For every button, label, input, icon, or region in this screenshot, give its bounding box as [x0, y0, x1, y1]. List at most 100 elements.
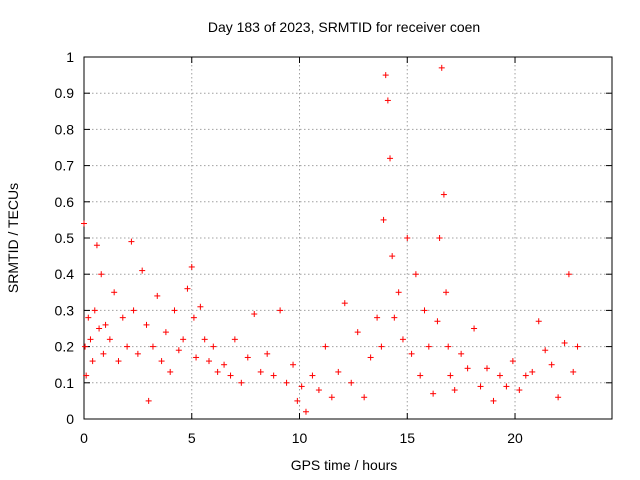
data-point	[387, 155, 394, 162]
x-tick-label: 10	[292, 430, 308, 446]
data-point	[384, 97, 391, 104]
data-point	[548, 361, 555, 368]
data-point	[96, 325, 103, 332]
data-point	[214, 368, 221, 375]
y-axis-label: SRMTID / TECUs	[5, 183, 21, 293]
data-point	[83, 372, 90, 379]
data-point	[374, 314, 381, 321]
data-point	[341, 300, 348, 307]
data-point	[529, 368, 536, 375]
data-point	[270, 372, 277, 379]
data-point	[348, 379, 355, 386]
data-point	[421, 307, 428, 314]
data-point	[436, 235, 443, 241]
x-tick-label: 0	[80, 430, 88, 446]
data-point	[124, 343, 131, 350]
x-tick-label: 20	[507, 430, 523, 446]
data-point	[328, 394, 335, 401]
data-point	[238, 379, 245, 386]
data-point	[471, 325, 478, 332]
data-point	[438, 64, 445, 71]
data-point	[89, 358, 96, 365]
data-point	[154, 292, 161, 299]
data-point	[490, 397, 497, 404]
y-tick-label: 0.7	[55, 158, 75, 174]
data-point	[395, 289, 402, 296]
data-point	[184, 285, 191, 292]
data-points	[81, 64, 581, 415]
data-point	[404, 235, 411, 241]
data-point	[93, 242, 100, 249]
y-tick-label: 0.1	[55, 375, 75, 391]
data-point	[425, 343, 432, 350]
data-point	[417, 372, 424, 379]
data-point	[309, 372, 316, 379]
data-point	[440, 191, 447, 198]
data-point	[458, 350, 465, 357]
data-point	[503, 383, 510, 390]
data-point	[535, 318, 542, 325]
data-point	[412, 271, 419, 278]
data-point	[509, 358, 516, 365]
x-tick-label: 15	[399, 430, 415, 446]
data-point	[257, 368, 264, 375]
data-point	[134, 350, 141, 357]
data-point	[145, 397, 152, 404]
data-point	[193, 354, 200, 361]
chart-title: Day 183 of 2023, SRMTID for receiver coe…	[208, 19, 480, 35]
y-tick-label: 1	[66, 49, 74, 65]
data-point	[87, 336, 94, 343]
data-point	[542, 347, 549, 354]
y-tick-label: 0.5	[55, 230, 75, 246]
data-point	[201, 336, 208, 343]
data-point	[139, 267, 146, 274]
data-point	[143, 321, 150, 328]
data-point	[445, 343, 452, 350]
data-point	[81, 220, 87, 227]
y-tick-label: 0	[66, 411, 74, 427]
data-point	[294, 397, 301, 404]
data-point	[111, 289, 118, 296]
data-point	[496, 372, 503, 379]
data-point	[484, 365, 491, 372]
data-point	[290, 361, 297, 368]
data-point	[130, 307, 137, 314]
data-point	[367, 354, 374, 361]
gridlines	[84, 57, 612, 419]
data-point	[561, 339, 568, 346]
y-tick-label: 0.6	[55, 194, 75, 210]
y-tick-label: 0.4	[55, 266, 75, 282]
data-point	[430, 390, 437, 397]
data-point	[565, 271, 572, 278]
data-point	[180, 336, 187, 343]
data-point	[197, 303, 204, 310]
data-point	[82, 343, 89, 350]
data-point	[522, 372, 529, 379]
data-point	[100, 350, 107, 357]
data-point	[464, 365, 471, 372]
data-point	[149, 343, 156, 350]
data-point	[574, 343, 581, 350]
data-point	[399, 336, 406, 343]
data-point	[283, 379, 290, 386]
data-point	[570, 368, 577, 375]
data-point	[451, 387, 458, 394]
data-point	[85, 314, 92, 321]
data-point	[171, 307, 178, 314]
data-point	[354, 329, 361, 336]
data-point	[244, 354, 251, 361]
data-point	[98, 271, 105, 278]
data-point	[221, 361, 228, 368]
data-point	[477, 383, 484, 390]
data-point	[298, 383, 305, 390]
data-point	[447, 372, 454, 379]
data-point	[106, 336, 113, 343]
data-point	[210, 343, 217, 350]
data-point	[175, 347, 182, 354]
data-point	[115, 358, 122, 365]
y-tick-label: 0.9	[55, 85, 75, 101]
data-point	[315, 387, 322, 394]
data-point	[102, 321, 109, 328]
y-tick-label: 0.3	[55, 302, 75, 318]
